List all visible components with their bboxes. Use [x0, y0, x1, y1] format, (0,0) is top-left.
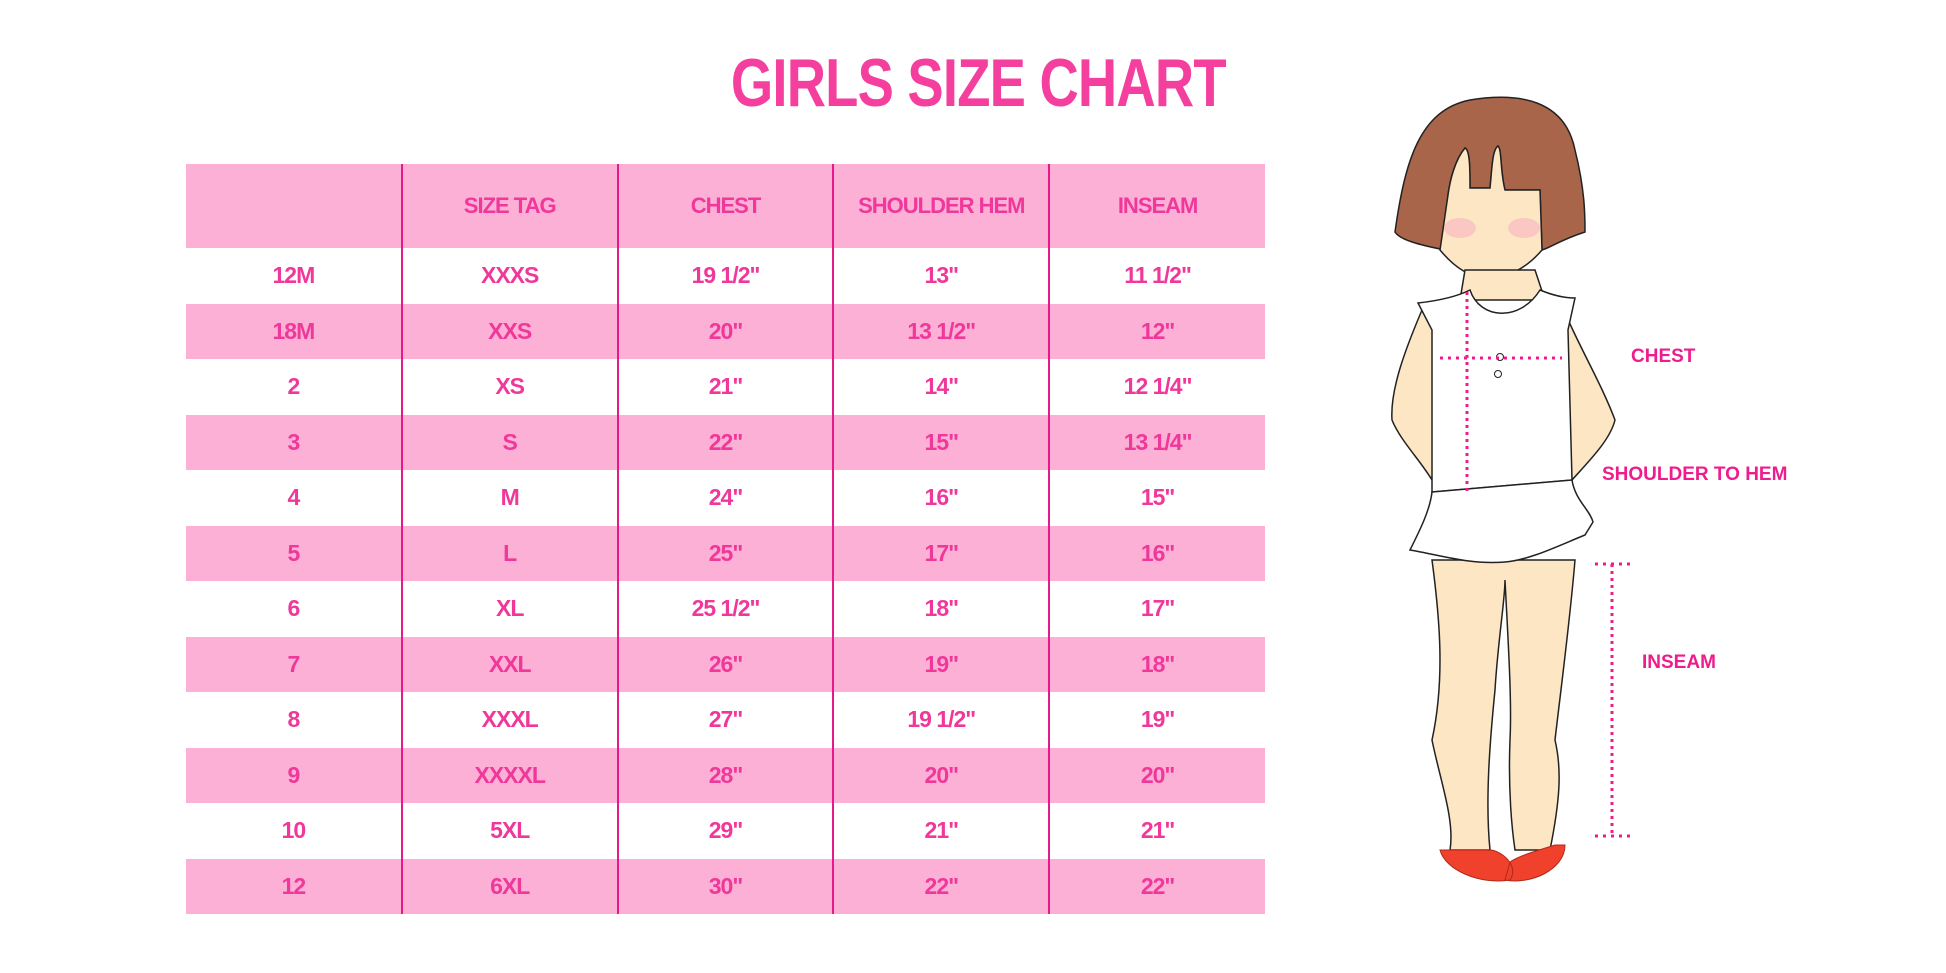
table-cell: 4 [287, 484, 301, 511]
table-cell: 5XL [400, 803, 618, 859]
table-row: 5 L 25" 17" 16" [186, 525, 1265, 581]
table-cell: 15" [832, 414, 1050, 470]
table-cell: 24" [616, 470, 834, 526]
table-cell: 21" [1048, 803, 1265, 859]
table-cell: 12" [1048, 303, 1265, 359]
table-cell: 5 [186, 525, 402, 581]
table-cell: 7 [186, 636, 402, 692]
table-cell: 28" [616, 747, 834, 803]
column-header: SIZE TAG [400, 164, 618, 248]
table-cell: M [400, 470, 618, 526]
table-cell: XL [400, 581, 618, 637]
table-cell: 26" [616, 636, 834, 692]
table-cell: 29" [616, 803, 834, 859]
table-cell: 11 1/2" [1048, 248, 1265, 304]
table-cell: XXXS [400, 248, 618, 304]
table-cell: 17" [1048, 581, 1265, 637]
top [1416, 288, 1576, 493]
table-cell: 12M [272, 262, 316, 289]
table-cell: 22" [616, 414, 834, 470]
table-cell: XXXL [400, 692, 618, 748]
table-cell: 13 1/2" [832, 303, 1050, 359]
size-chart-table: SIZE TAG CHEST SHOULDER HEM INSEAM 12M XXXS 1… [186, 164, 1265, 914]
table-cell: 30" [616, 858, 834, 914]
table-cell: 19" [832, 636, 1050, 692]
table-cell: 19 1/2" [616, 248, 834, 304]
table-cell: 21" [616, 359, 834, 415]
table-cell: 22" [832, 858, 1050, 914]
table-row: 10 5XL 29" 21" 21" [186, 803, 1265, 859]
table-cell: 6 [287, 595, 301, 622]
arms [1391, 298, 1616, 483]
column-header: INSEAM [1048, 164, 1265, 248]
table-cell: 12 1/4" [1048, 359, 1265, 415]
table-cell: 10 [281, 817, 307, 844]
table-cell: 17" [832, 525, 1050, 581]
table-cell: 6XL [400, 858, 618, 914]
table-cell: 21" [832, 803, 1050, 859]
table-cell: 16" [1048, 525, 1265, 581]
table-cell: 8 [287, 706, 301, 733]
table-row: 4 M 24" 16" 15" [186, 470, 1265, 526]
table-cell: 25 1/2" [616, 581, 834, 637]
page-title: GIRLS SIZE CHART [731, 45, 1227, 121]
table-cell: 12 [186, 858, 402, 914]
table-cell: 20" [832, 747, 1050, 803]
table-cell: 9 [186, 747, 402, 803]
table-cell: 25" [616, 525, 834, 581]
column-header: CHEST [616, 164, 834, 248]
table-row: 12 6XL 30" 22" 22" [186, 858, 1265, 914]
table-cell: 19" [1048, 692, 1265, 748]
shoulder-to-hem-label: SHOULDER TO HEM [1602, 464, 1788, 485]
table-cell: 22" [1048, 858, 1265, 914]
table-header-row: SIZE TAG CHEST SHOULDER HEM INSEAM [186, 164, 1265, 248]
table-cell: XXL [400, 636, 618, 692]
table-row: 8 XXXL 27" 19 1/2" 19" [186, 692, 1265, 748]
table-cell: 20" [1048, 747, 1265, 803]
skirt [1408, 479, 1594, 564]
table-row: 3 S 22" 15" 13 1/4" [186, 414, 1265, 470]
table-cell: 13 1/4" [1048, 414, 1265, 470]
table-cell: 3 [186, 414, 402, 470]
chest-label: CHEST [1631, 346, 1696, 367]
table-cell: XS [400, 359, 618, 415]
table-cell: 15" [1048, 470, 1265, 526]
table-cell: 16" [832, 470, 1050, 526]
table-cell: 18" [832, 581, 1050, 637]
table-cell: 13" [832, 248, 1050, 304]
column-header: SHOULDER HEM [832, 164, 1050, 248]
table-cell: 19 1/2" [832, 692, 1050, 748]
inseam-label: INSEAM [1642, 652, 1716, 673]
table-cell: 2 [287, 373, 301, 400]
table-row: 7 XXL 26" 19" 18" [186, 636, 1265, 692]
table-cell: L [400, 525, 618, 581]
table-row: 18M XXS 20" 13 1/2" 12" [186, 303, 1265, 359]
table-row: 6 XL 25 1/2" 18" 17" [186, 581, 1265, 637]
table-cell: 18" [1048, 636, 1265, 692]
shoes [1439, 844, 1566, 882]
table-row: 12M XXXS 19 1/2" 13" 11 1/2" [186, 248, 1265, 304]
table-cell: 20" [616, 303, 834, 359]
table-cell: XXS [400, 303, 618, 359]
table-row: 2 XS 21" 14" 12 1/4" [186, 359, 1265, 415]
column-header [186, 164, 402, 248]
table-cell: S [400, 414, 618, 470]
table-cell: XXXXL [400, 747, 618, 803]
table-cell: 14" [832, 359, 1050, 415]
table-cell: 18M [186, 303, 402, 359]
table-row: 9 XXXXL 28" 20" 20" [186, 747, 1265, 803]
legs [1431, 559, 1576, 851]
table-cell: 27" [616, 692, 834, 748]
